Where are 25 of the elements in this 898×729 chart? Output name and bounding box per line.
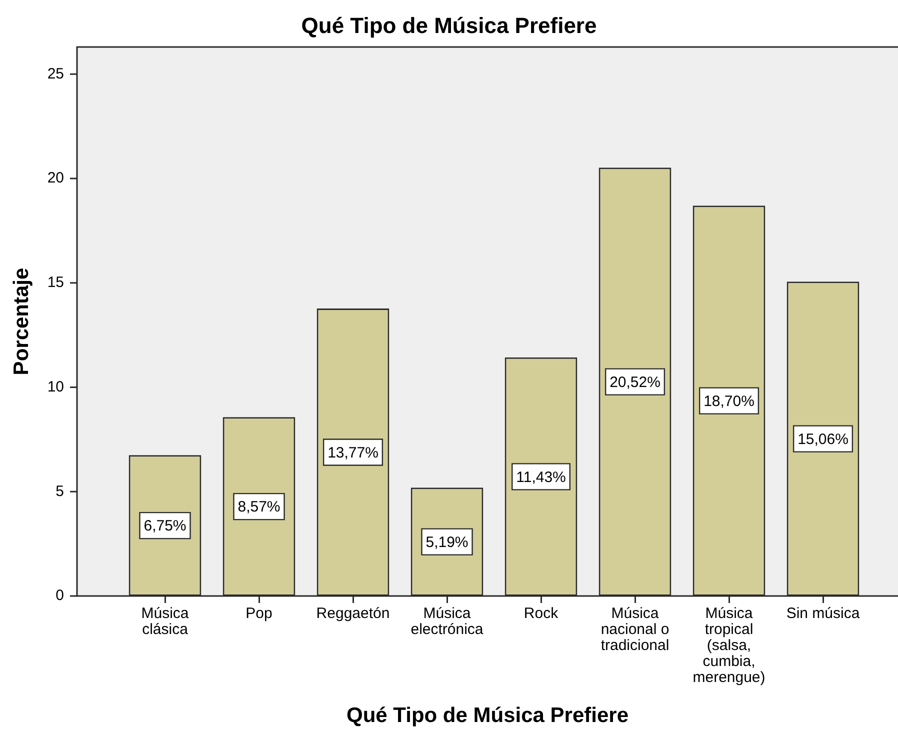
- x-axis-title: Qué Tipo de Música Prefiere: [346, 704, 629, 727]
- y-tick-label: 10: [47, 378, 64, 396]
- chart-title: Qué Tipo de Música Prefiere: [301, 13, 597, 38]
- x-tick-label: Reggaetón: [316, 605, 390, 622]
- y-tick-label: 15: [47, 274, 64, 292]
- x-tick-label: Música clásica: [141, 605, 190, 638]
- data-label: 11,43%: [516, 468, 566, 486]
- y-tick-label: 0: [56, 587, 64, 604]
- data-label: 5,19%: [426, 534, 468, 551]
- x-tick-label: Rock: [524, 605, 559, 622]
- y-tick-label: 5: [56, 482, 64, 500]
- y-axis-title: Porcentaje: [10, 268, 33, 376]
- x-tick-label: Música nacional o tradicional: [600, 605, 670, 654]
- data-label: 15,06%: [798, 430, 848, 448]
- y-tick-label: 20: [47, 170, 64, 187]
- data-label: 8,57%: [238, 498, 280, 516]
- data-label: 13,77%: [328, 444, 378, 462]
- y-tick-label: 25: [47, 65, 64, 82]
- x-tick-label: Música tropical (salsa, cumbia, merengue): [692, 605, 766, 686]
- x-tick-label: Pop: [246, 605, 272, 622]
- data-label: 18,70%: [704, 392, 754, 410]
- x-tick-label: Sin música: [786, 605, 860, 622]
- data-label: 20,52%: [610, 374, 660, 391]
- x-tick-label: Música electrónica: [410, 605, 484, 638]
- data-label: 6,75%: [144, 518, 186, 535]
